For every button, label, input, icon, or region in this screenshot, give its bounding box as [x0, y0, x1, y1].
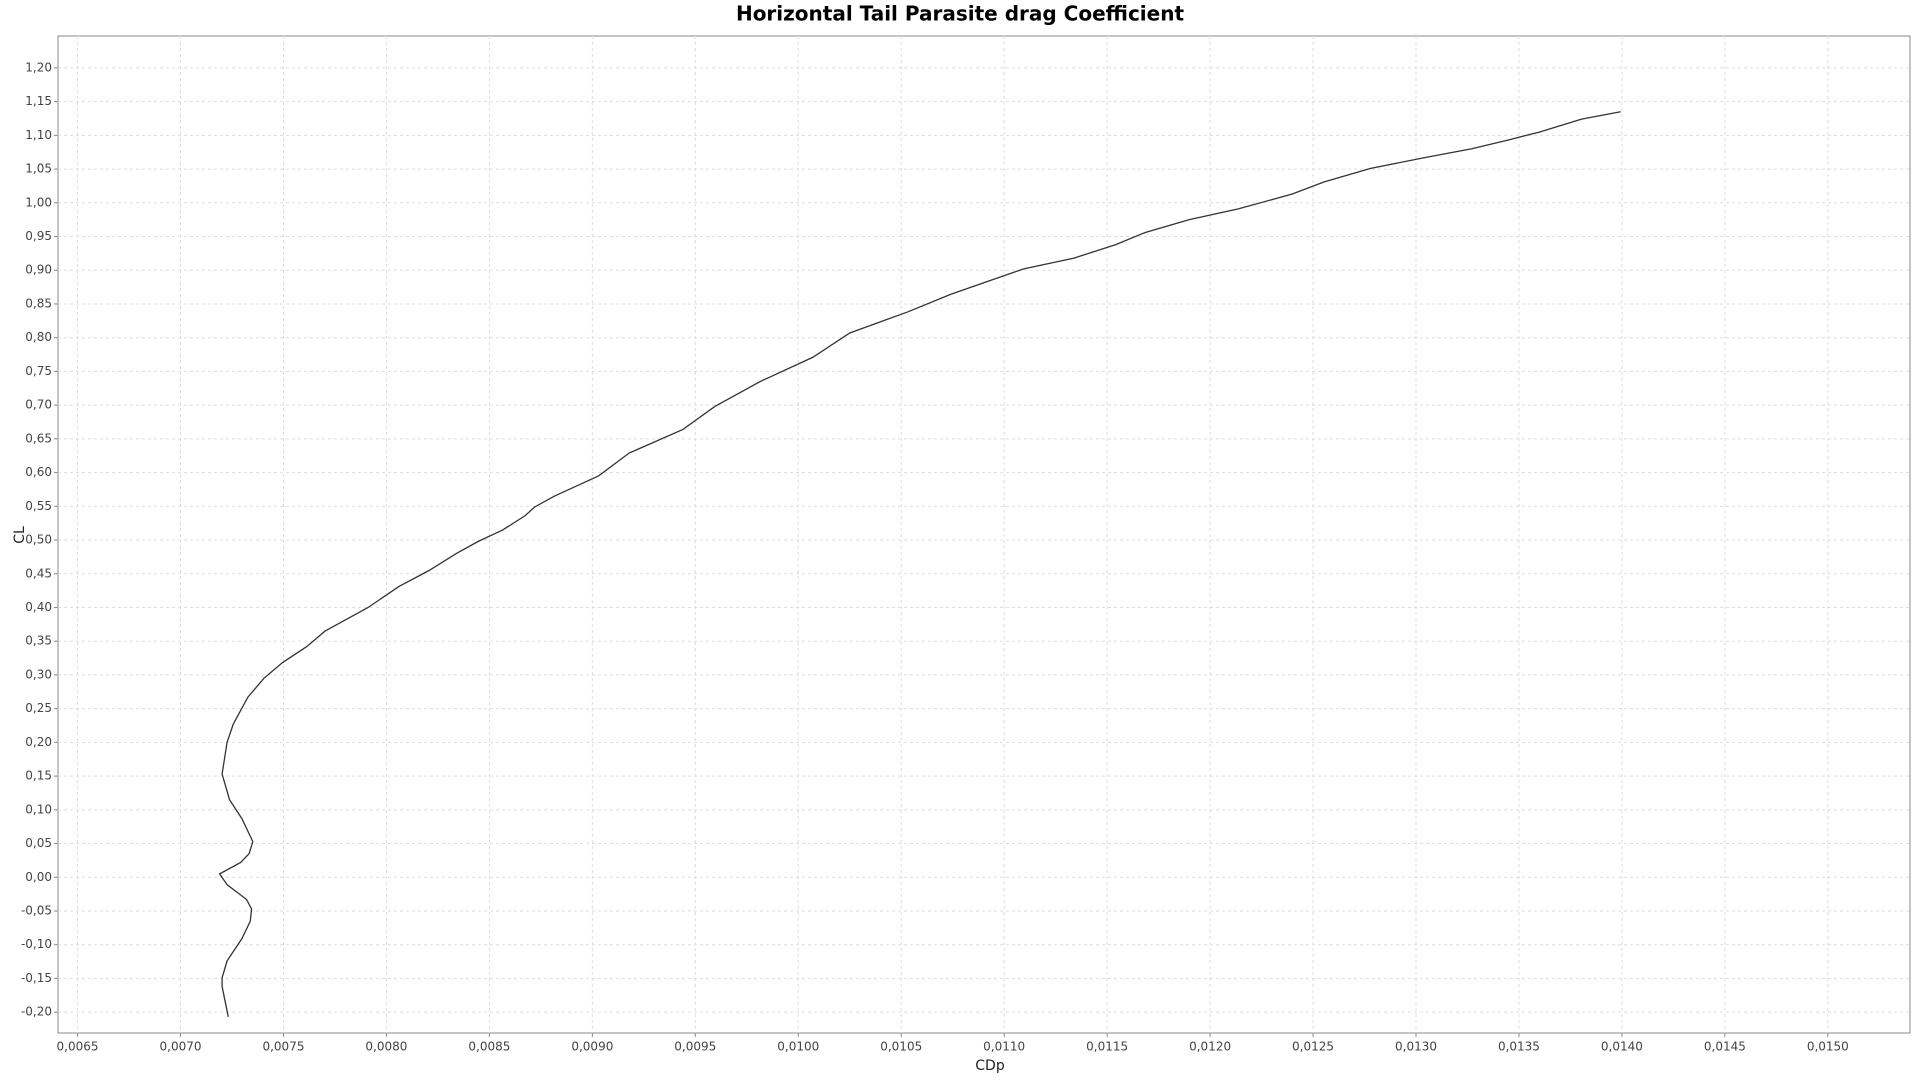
x-tick-label: 0,0105 — [880, 1040, 922, 1054]
y-tick-label: 0,15 — [25, 769, 52, 783]
y-tick-label: 1,20 — [25, 60, 52, 74]
x-tick-label: 0,0120 — [1189, 1040, 1231, 1054]
x-tick-label: 0,0065 — [57, 1040, 99, 1054]
y-tick-label: 1,00 — [25, 195, 52, 209]
y-tick-label: 0,05 — [25, 836, 52, 850]
y-tick-label: 0,75 — [25, 364, 52, 378]
y-tick-label: 0,60 — [25, 465, 52, 479]
y-tick-label: 0,20 — [25, 735, 52, 749]
x-tick-label: 0,0125 — [1292, 1040, 1334, 1054]
y-tick-label: -0,20 — [21, 1005, 52, 1019]
y-tick-label: 1,15 — [25, 94, 52, 108]
x-tick-label: 0,0095 — [674, 1040, 716, 1054]
y-tick-label: 0,10 — [25, 802, 52, 816]
y-tick-label: 0,30 — [25, 667, 52, 681]
y-tick-label: 0,45 — [25, 566, 52, 580]
x-tick-label: 0,0115 — [1086, 1040, 1128, 1054]
y-tick-label: 0,35 — [25, 634, 52, 648]
y-tick-label: 0,65 — [25, 431, 52, 445]
x-tick-label: 0,0140 — [1601, 1040, 1643, 1054]
y-tick-label: 0,90 — [25, 263, 52, 277]
y-tick-label: 0,85 — [25, 296, 52, 310]
x-tick-label: 0,0090 — [571, 1040, 613, 1054]
y-tick-label: 0,55 — [25, 499, 52, 513]
y-tick-label: 1,10 — [25, 128, 52, 142]
y-tick-label: 0,40 — [25, 600, 52, 614]
x-tick-label: 0,0135 — [1498, 1040, 1540, 1054]
y-axis-label: CL — [12, 526, 28, 544]
y-tick-label: 0,00 — [25, 870, 52, 884]
x-tick-label: 0,0145 — [1704, 1040, 1746, 1054]
y-tick-label: -0,05 — [21, 903, 52, 917]
x-tick-label: 0,0085 — [468, 1040, 510, 1054]
chart-title: Horizontal Tail Parasite drag Coefficien… — [736, 2, 1185, 26]
plot-area — [57, 35, 1911, 1034]
y-tick-label: -0,15 — [21, 971, 52, 985]
x-tick-label: 0,0100 — [777, 1040, 819, 1054]
x-tick-label: 0,0080 — [365, 1040, 407, 1054]
data-line — [218, 111, 1621, 1018]
x-tick-label: 0,0070 — [160, 1040, 202, 1054]
x-axis-label: CDp — [975, 1058, 1005, 1074]
y-tick-label: 0,25 — [25, 701, 52, 715]
x-tick-label: 0,0130 — [1395, 1040, 1437, 1054]
x-tick-label: 0,0075 — [262, 1040, 304, 1054]
y-tick-label: 0,95 — [25, 229, 52, 243]
x-tick-label: 0,0110 — [983, 1040, 1025, 1054]
y-tick-label: 0,50 — [25, 533, 52, 547]
y-tick-label: 1,05 — [25, 162, 52, 176]
y-tick-label: 0,80 — [25, 330, 52, 344]
y-tick-label: 0,70 — [25, 398, 52, 412]
x-tick-label: 0,0150 — [1807, 1040, 1849, 1054]
y-tick-label: -0,10 — [21, 937, 52, 951]
